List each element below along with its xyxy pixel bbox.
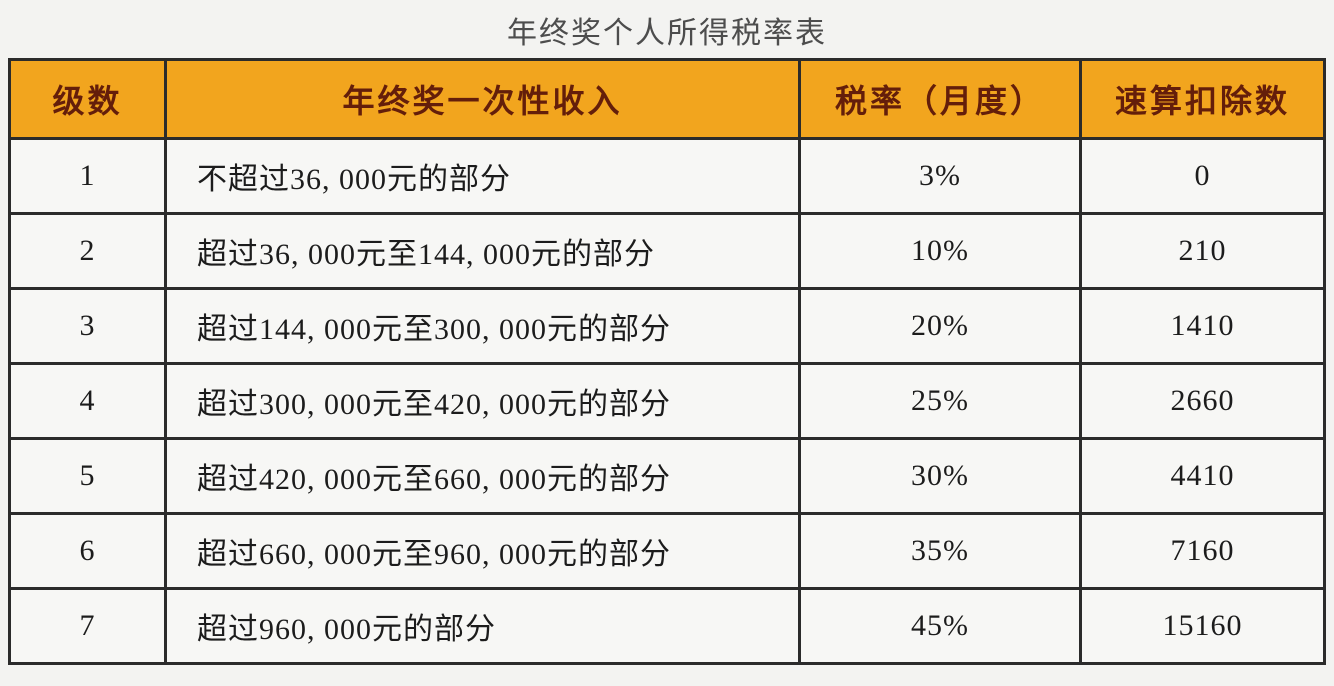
rate-cell: 30% xyxy=(798,437,1082,515)
income-cell: 超过300, 000元至420, 000元的部分 xyxy=(164,362,801,440)
table-body: 1 不超过36, 000元的部分 3% 0 2 超过36, 000元至144, 000元的… xyxy=(8,137,1326,665)
tax-rate-table: 级数 年终奖一次性收入 税率（月度） 速算扣除数 1 不超过36, 000元的部分… xyxy=(8,58,1326,665)
table-row: 7 超过960, 000元的部分 45% 15160 xyxy=(8,587,1326,665)
header-income: 年终奖一次性收入 xyxy=(164,58,801,140)
deduction-cell: 7160 xyxy=(1079,512,1326,590)
rate-cell: 35% xyxy=(798,512,1082,590)
page-title: 年终奖个人所得税率表 xyxy=(507,17,827,50)
table-row: 1 不超过36, 000元的部分 3% 0 xyxy=(8,137,1326,215)
level-cell: 5 xyxy=(8,437,167,515)
table-header-row: 级数 年终奖一次性收入 税率（月度） 速算扣除数 xyxy=(8,58,1326,140)
level-cell: 4 xyxy=(8,362,167,440)
deduction-cell: 4410 xyxy=(1079,437,1326,515)
level-cell: 2 xyxy=(8,212,167,290)
table-row: 6 超过660, 000元至960, 000元的部分 35% 7160 xyxy=(8,512,1326,590)
level-cell: 3 xyxy=(8,287,167,365)
table-row: 4 超过300, 000元至420, 000元的部分 25% 2660 xyxy=(8,362,1326,440)
header-deduction: 速算扣除数 xyxy=(1079,58,1326,140)
deduction-cell: 15160 xyxy=(1079,587,1326,665)
income-cell: 超过960, 000元的部分 xyxy=(164,587,801,665)
rate-cell: 45% xyxy=(798,587,1082,665)
deduction-cell: 2660 xyxy=(1079,362,1326,440)
level-cell: 6 xyxy=(8,512,167,590)
rate-cell: 25% xyxy=(798,362,1082,440)
rate-cell: 20% xyxy=(798,287,1082,365)
income-cell: 超过36, 000元至144, 000元的部分 xyxy=(164,212,801,290)
table-row: 3 超过144, 000元至300, 000元的部分 20% 1410 xyxy=(8,287,1326,365)
header-rate: 税率（月度） xyxy=(798,58,1082,140)
deduction-cell: 210 xyxy=(1079,212,1326,290)
income-cell: 超过420, 000元至660, 000元的部分 xyxy=(164,437,801,515)
level-cell: 7 xyxy=(8,587,167,665)
level-cell: 1 xyxy=(8,137,167,215)
deduction-cell: 1410 xyxy=(1079,287,1326,365)
table-row: 2 超过36, 000元至144, 000元的部分 10% 210 xyxy=(8,212,1326,290)
income-cell: 不超过36, 000元的部分 xyxy=(164,137,801,215)
deduction-cell: 0 xyxy=(1079,137,1326,215)
table-row: 5 超过420, 000元至660, 000元的部分 30% 4410 xyxy=(8,437,1326,515)
rate-cell: 3% xyxy=(798,137,1082,215)
income-cell: 超过660, 000元至960, 000元的部分 xyxy=(164,512,801,590)
income-cell: 超过144, 000元至300, 000元的部分 xyxy=(164,287,801,365)
header-level: 级数 xyxy=(8,58,167,140)
rate-cell: 10% xyxy=(798,212,1082,290)
